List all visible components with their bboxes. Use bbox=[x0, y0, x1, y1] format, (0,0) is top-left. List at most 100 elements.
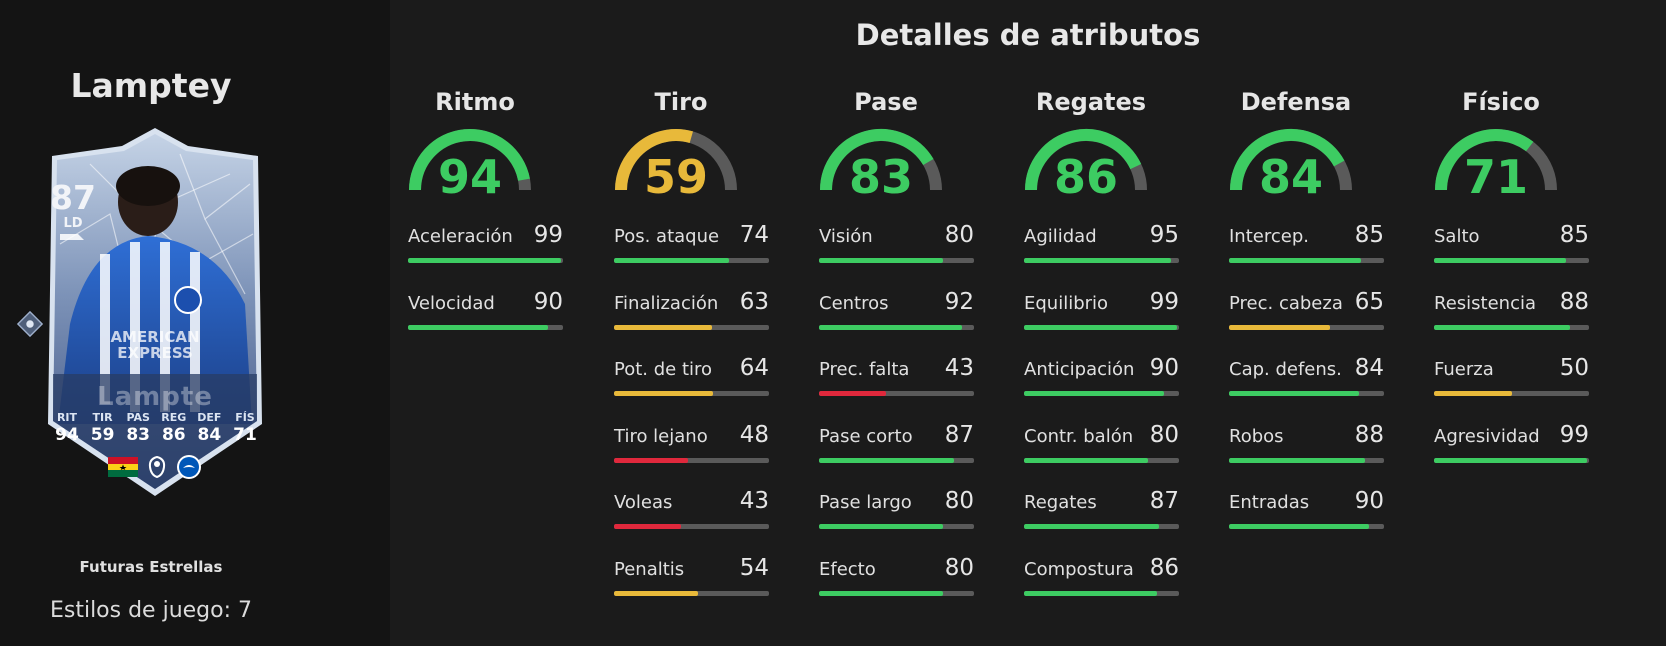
attribute-row: Entradas 90 bbox=[1201, 488, 1391, 559]
attribute-row: Fuerza 50 bbox=[1406, 355, 1596, 426]
attribute-list: Aceleración 99 Velocidad 90 bbox=[380, 222, 570, 359]
card-stat-label: FÍS bbox=[235, 411, 255, 424]
attribute-bar bbox=[819, 324, 974, 330]
attribute-label: Compostura bbox=[1024, 558, 1134, 580]
attribute-row: Regates 87 bbox=[996, 488, 1186, 559]
attribute-row: Pot. de tiro 64 bbox=[586, 355, 776, 426]
attribute-row: Robos 88 bbox=[1201, 422, 1391, 493]
attribute-label: Penaltis bbox=[614, 558, 685, 580]
attribute-value: 64 bbox=[739, 355, 769, 381]
attribute-bar-fill bbox=[1024, 324, 1178, 330]
category-value: 83 bbox=[848, 150, 913, 204]
attribute-value: 84 bbox=[1354, 355, 1384, 381]
attribute-value: 87 bbox=[944, 421, 974, 448]
attribute-label: Finalización bbox=[614, 292, 719, 314]
card-stat: DEF 84 bbox=[192, 411, 226, 445]
gauge-arc bbox=[1230, 129, 1352, 191]
attribute-bar-fill bbox=[614, 457, 689, 463]
attribute-bar-fill bbox=[819, 524, 943, 529]
attribute-bar-fill bbox=[1024, 457, 1148, 463]
category-ritmo: Ritmo 94 Aceleración 99 Velocidad 90 bbox=[380, 88, 570, 359]
card-stat: PAS 83 bbox=[121, 411, 155, 445]
attribute-bar bbox=[1024, 258, 1179, 263]
card-stat-label: DEF bbox=[197, 411, 222, 424]
card-stat: REG 86 bbox=[157, 411, 191, 445]
attribute-label: Equilibrio bbox=[1024, 292, 1109, 314]
attribute-label: Resistencia bbox=[1434, 292, 1536, 314]
attribute-value: 80 bbox=[944, 554, 974, 581]
attribute-value: 80 bbox=[1149, 421, 1179, 448]
card-rating: 87 bbox=[50, 178, 96, 217]
category-tiro: Tiro 59 Pos. ataque 74 Finalización 63 Pot. de… bbox=[586, 88, 776, 625]
attribute-bar bbox=[1024, 457, 1179, 463]
attribute-row: Prec. cabeza 65 bbox=[1201, 289, 1391, 360]
gauge-fill bbox=[409, 129, 530, 191]
attribute-value: 80 bbox=[944, 222, 974, 248]
attribute-value: 92 bbox=[944, 288, 974, 315]
category-gauge: 94 bbox=[380, 122, 570, 204]
attribute-label: Pase largo bbox=[819, 492, 912, 513]
brighton-crest-icon bbox=[177, 455, 201, 479]
attribute-bar bbox=[1434, 457, 1589, 463]
attribute-bar bbox=[1229, 457, 1384, 463]
attribute-value: 99 bbox=[1559, 421, 1589, 448]
card-background: AMERICAN EXPRESS bbox=[48, 128, 262, 496]
attribute-value: 85 bbox=[1559, 222, 1589, 248]
category-value: 71 bbox=[1463, 150, 1528, 204]
attribute-value: 48 bbox=[739, 421, 769, 448]
category-gauge: 83 bbox=[791, 122, 981, 204]
attribute-value: 95 bbox=[1149, 222, 1179, 248]
attribute-label: Robos bbox=[1229, 425, 1284, 447]
card-stat-value: 83 bbox=[126, 425, 151, 445]
attribute-bar bbox=[614, 324, 769, 330]
attribute-value: 88 bbox=[1559, 288, 1589, 315]
attribute-bar-fill bbox=[819, 391, 886, 396]
attribute-bar-fill bbox=[614, 258, 729, 263]
attribute-label: Pase corto bbox=[819, 425, 913, 447]
category-value: 94 bbox=[437, 150, 502, 204]
attribute-row: Voleas 43 bbox=[586, 488, 776, 559]
attribute-bar bbox=[819, 391, 974, 396]
playstyles-count[interactable]: Estilos de juego: 7 bbox=[49, 598, 253, 623]
attribute-label: Intercep. bbox=[1229, 226, 1309, 247]
premier-league-icon bbox=[148, 455, 166, 479]
gauge-arc bbox=[409, 129, 531, 191]
section-title: Detalles de atributos bbox=[855, 18, 1201, 52]
attribute-label: Voleas bbox=[614, 492, 673, 513]
category-gauge: 84 bbox=[1201, 122, 1391, 204]
attribute-bar bbox=[1024, 524, 1179, 529]
attribute-row: Equilibrio 99 bbox=[996, 289, 1186, 360]
attribute-bar-fill bbox=[408, 324, 548, 330]
category-pase: Pase 83 Visión 80 Centros 92 Prec. falta 43 Pase… bbox=[791, 88, 981, 625]
attribute-row: Pase largo 80 bbox=[791, 488, 981, 559]
category-name: Regates bbox=[1035, 88, 1147, 116]
attribute-bar bbox=[614, 457, 769, 463]
attribute-bar-fill bbox=[819, 590, 943, 596]
category-value: 86 bbox=[1053, 150, 1118, 204]
attribute-bar bbox=[1024, 590, 1179, 596]
attribute-list: Pos. ataque 74 Finalización 63 Pot. de tiro 6… bbox=[586, 222, 776, 626]
attribute-label: Fuerza bbox=[1434, 359, 1494, 380]
attribute-label: Efecto bbox=[819, 558, 876, 580]
attribute-bar bbox=[1434, 391, 1589, 396]
gauge-arc bbox=[1025, 129, 1147, 191]
attribute-row: Pos. ataque 74 bbox=[586, 222, 776, 293]
category-name: Ritmo bbox=[435, 88, 515, 116]
attribute-row: Penaltis 54 bbox=[586, 555, 776, 626]
card-stat-value: 86 bbox=[161, 425, 186, 445]
attribute-row: Agresividad 99 bbox=[1406, 422, 1596, 493]
attribute-label: Centros bbox=[819, 292, 889, 314]
gauge-arc bbox=[820, 129, 942, 191]
attribute-bar bbox=[408, 258, 563, 263]
attribute-bar bbox=[614, 258, 769, 263]
attribute-row: Aceleración 99 bbox=[380, 222, 570, 293]
card-stat: TIR 59 bbox=[86, 411, 120, 445]
attribute-bar bbox=[614, 391, 769, 396]
attribute-label: Anticipación bbox=[1024, 359, 1135, 380]
card-stat-label: PAS bbox=[126, 411, 150, 424]
player-card[interactable]: AMERICAN EXPRESS 87 LD Lampte RIT 94 TIR… bbox=[30, 124, 280, 499]
playstyle-diamond-icon bbox=[16, 310, 44, 338]
attribute-bar bbox=[1024, 391, 1179, 396]
attribute-bar bbox=[1229, 258, 1384, 263]
ghana-flag-icon bbox=[108, 457, 138, 477]
